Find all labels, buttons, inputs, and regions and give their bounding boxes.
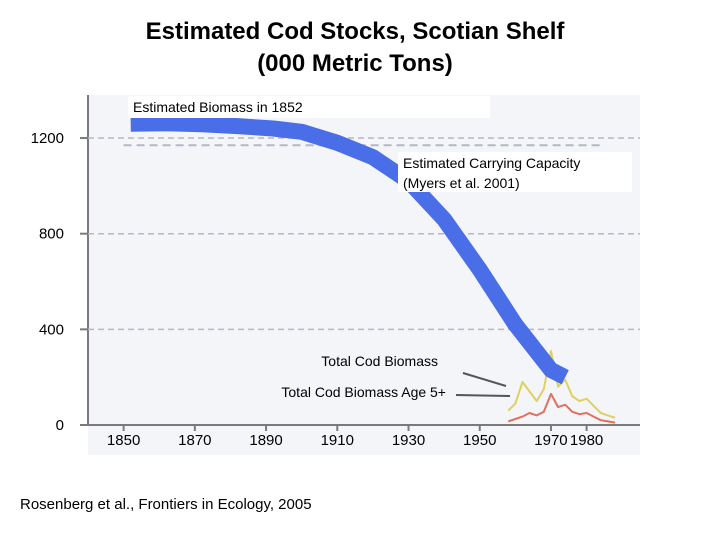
annotation-total-biomass: Total Cod Biomass [321,353,438,369]
source-citation: Rosenberg et al., Frontiers in Ecology, … [20,496,312,513]
title-line-2: (000 Metric Tons) [257,50,453,77]
annotation-biomass-1852-box [128,96,490,118]
x-tick-label: 1930 [392,432,425,449]
annotation-carrying-capacity: Estimated Carrying Capacity [403,155,580,171]
x-tick-label: 1850 [107,432,140,449]
biomass-age5-line [507,392,616,424]
estimated-biomass-curve [130,115,569,385]
series-lines [123,115,616,424]
annotation-carrying-capacity-citation: (Myers et al. 2001) [403,175,520,191]
annotation-biomass-age5-pointer [455,394,511,397]
annotation-biomass-age5: Total Cod Biomass Age 5+ [281,384,446,400]
axis-ticks: 0 400 800 1200 1850 1870 1890 1910 1930 1950 1970 1… [31,130,604,449]
chart-title: Estimated Cod Stocks, Scotian Shelf (000… [60,16,650,80]
title-line-1: Estimated Cod Stocks, Scotian Shelf [145,18,565,45]
y-tick-label: 400 [39,321,64,338]
annotation-carrying-capacity-box [398,152,632,192]
x-tick-label: 1890 [249,432,282,449]
x-tick-label: 1950 [463,432,496,449]
y-tick-label: 800 [39,226,64,243]
x-tick-label: 1910 [321,432,354,449]
y-tick-label: 1200 [31,130,64,147]
annotation-biomass-1852: Estimated Biomass in 1852 [133,99,303,115]
y-axis-strip [20,95,88,425]
x-tick-label: 1980 [570,432,603,449]
annotation-total-biomass-pointer [462,372,507,387]
x-tick-label: 1970 [534,432,567,449]
x-tick-label: 1870 [178,432,211,449]
gridlines [88,137,640,331]
y-tick-label: 0 [56,417,64,434]
